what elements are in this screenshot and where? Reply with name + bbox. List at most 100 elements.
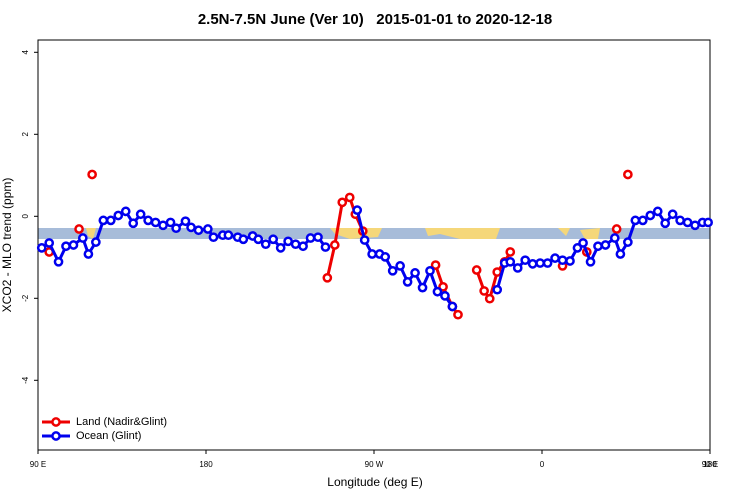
- data-point: [305, 233, 316, 243]
- data-point: [585, 256, 596, 267]
- x-tick-label: 90 W: [365, 460, 384, 469]
- chart-title: 2.5N-7.5N June (Ver 10) 2015-01-01 to 20…: [198, 11, 552, 28]
- data-point: [53, 256, 64, 267]
- data-point: [425, 265, 435, 276]
- data-point: [91, 237, 101, 247]
- data-point: [158, 220, 168, 231]
- data-point: [630, 215, 641, 226]
- data-point: [128, 218, 139, 229]
- y-axis-label: XCO2 - MLO trend (ppm): [0, 178, 14, 313]
- x-tick-label: 90 E: [30, 460, 46, 469]
- data-point: [180, 216, 191, 227]
- data-point: [609, 233, 620, 243]
- data-point: [471, 265, 482, 275]
- data-point: [447, 301, 458, 312]
- data-point: [623, 237, 633, 247]
- data-point: [440, 290, 450, 301]
- legend: Land (Nadir&Glint) Ocean (Glint): [42, 416, 167, 442]
- data-point: [395, 261, 405, 271]
- y-tick-label: -4: [21, 376, 30, 384]
- data-point: [329, 240, 340, 250]
- data-point: [492, 267, 503, 277]
- data-point: [410, 268, 420, 278]
- y-tick-label: 2: [21, 132, 30, 137]
- data-point: [61, 241, 71, 252]
- data-point: [113, 210, 124, 221]
- data-point: [83, 249, 94, 259]
- legend-label: Ocean (Glint): [76, 430, 141, 442]
- data-point: [171, 223, 181, 234]
- data-point: [703, 217, 713, 228]
- data-point: [417, 282, 428, 293]
- data-point: [337, 197, 348, 208]
- data-point: [453, 309, 463, 320]
- data-point: [193, 225, 204, 236]
- x-tick-label: 180: [703, 460, 717, 469]
- data-point: [690, 220, 700, 231]
- data-point: [600, 240, 611, 250]
- land-patch: [330, 228, 382, 239]
- data-point: [135, 209, 146, 220]
- data-point: [253, 234, 264, 245]
- data-point: [275, 243, 286, 253]
- land-patch: [86, 228, 96, 239]
- data-point: [352, 205, 363, 215]
- data-point: [238, 234, 249, 245]
- data-point: [512, 263, 523, 273]
- data-point: [637, 215, 648, 226]
- data-point: [87, 169, 97, 180]
- data-point: [313, 232, 323, 243]
- data-point: [484, 293, 495, 304]
- legend-label: Land (Nadir&Glint): [76, 416, 167, 428]
- data-point: [682, 217, 693, 228]
- x-axis-label: Longitude (deg E): [327, 475, 422, 489]
- data-point: [542, 258, 553, 268]
- data-point: [565, 256, 575, 266]
- data-point: [208, 232, 219, 243]
- data-point: [438, 281, 448, 292]
- data-point: [380, 252, 391, 262]
- data-point: [344, 192, 355, 203]
- data-point: [593, 241, 603, 252]
- data-point: [623, 169, 633, 180]
- data-point: [645, 210, 656, 221]
- data-point: [186, 222, 196, 233]
- data-point: [652, 206, 663, 217]
- y-tick-label: 4: [21, 50, 30, 55]
- data-point: [298, 241, 308, 252]
- x-tick-label: 90 E: [702, 460, 718, 469]
- land-patch: [425, 228, 500, 239]
- data-point: [320, 242, 331, 252]
- data-point: [322, 272, 333, 283]
- data-point: [143, 215, 153, 226]
- data-point: [150, 217, 161, 228]
- data-point: [36, 243, 47, 253]
- series-line: [40, 209, 709, 308]
- data-point: [520, 255, 531, 266]
- data-point: [98, 215, 109, 226]
- y-tick-label: 0: [21, 214, 30, 219]
- data-point: [283, 236, 293, 247]
- data-point: [105, 215, 116, 226]
- data-point: [505, 256, 516, 267]
- data-point: [165, 217, 176, 228]
- data-point: [120, 206, 131, 217]
- data-point: [675, 215, 685, 226]
- data-point: [572, 243, 583, 253]
- data-point: [268, 234, 279, 245]
- legend-marker: [51, 417, 61, 427]
- y-tick-label: -2: [21, 294, 30, 302]
- data-point: [527, 259, 538, 269]
- data-point: [387, 265, 398, 276]
- data-point: [260, 239, 271, 250]
- data-point: [367, 249, 377, 259]
- x-tick-label: 0: [540, 460, 545, 469]
- data-point: [505, 247, 516, 257]
- data-point: [223, 230, 234, 241]
- data-point: [479, 286, 489, 296]
- x-tick-label: 180: [199, 460, 213, 469]
- legend-marker: [51, 431, 61, 441]
- data-point: [203, 224, 213, 234]
- data-point: [578, 238, 588, 248]
